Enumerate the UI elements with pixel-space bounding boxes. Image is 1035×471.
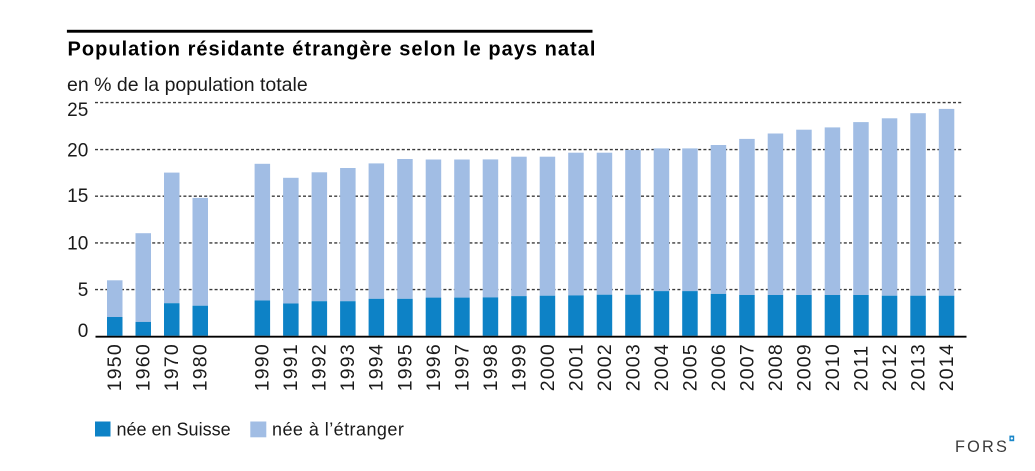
svg-text:20: 20 — [67, 140, 88, 161]
svg-text:2012: 2012 — [879, 343, 901, 391]
svg-text:0: 0 — [78, 321, 89, 342]
svg-text:1950: 1950 — [104, 343, 126, 391]
svg-text:2013: 2013 — [907, 343, 929, 391]
svg-text:2010: 2010 — [822, 343, 844, 391]
svg-text:1991: 1991 — [280, 343, 302, 391]
svg-text:2011: 2011 — [850, 345, 872, 392]
svg-text:1980: 1980 — [190, 343, 212, 391]
svg-text:née à l’étranger: née à l’étranger — [272, 420, 404, 440]
svg-text:2014: 2014 — [936, 343, 958, 391]
svg-text:1995: 1995 — [394, 343, 416, 391]
svg-text:2000: 2000 — [537, 343, 559, 391]
svg-text:1970: 1970 — [161, 343, 183, 391]
svg-text:2003: 2003 — [622, 343, 644, 391]
svg-text:2004: 2004 — [651, 343, 673, 391]
svg-text:2005: 2005 — [679, 343, 701, 391]
svg-text:en % de la population totale: en % de la population totale — [67, 74, 308, 96]
svg-text:2008: 2008 — [765, 343, 787, 391]
svg-text:1960: 1960 — [133, 343, 155, 391]
svg-text:10: 10 — [67, 234, 88, 255]
svg-text:25: 25 — [67, 100, 88, 121]
svg-text:née en Suisse: née en Suisse — [117, 420, 231, 440]
svg-text:Population résidante étrangère: Population résidante étrangère selon le … — [68, 39, 597, 61]
svg-text:1994: 1994 — [366, 343, 388, 391]
svg-text:1999: 1999 — [508, 343, 530, 391]
svg-text:1993: 1993 — [337, 343, 359, 391]
svg-text:1998: 1998 — [480, 343, 502, 391]
svg-text:2009: 2009 — [793, 343, 815, 391]
svg-text:2006: 2006 — [708, 343, 730, 391]
svg-text:2002: 2002 — [594, 343, 616, 391]
svg-text:2007: 2007 — [736, 343, 758, 391]
svg-text:1997: 1997 — [451, 343, 473, 391]
svg-text:2001: 2001 — [565, 343, 587, 391]
svg-text:FORS: FORS — [955, 438, 1009, 456]
svg-text:15: 15 — [67, 186, 88, 207]
svg-text:1990: 1990 — [252, 343, 274, 391]
svg-text:5: 5 — [78, 280, 89, 301]
svg-text:1996: 1996 — [423, 343, 445, 391]
svg-text:1992: 1992 — [309, 343, 331, 391]
